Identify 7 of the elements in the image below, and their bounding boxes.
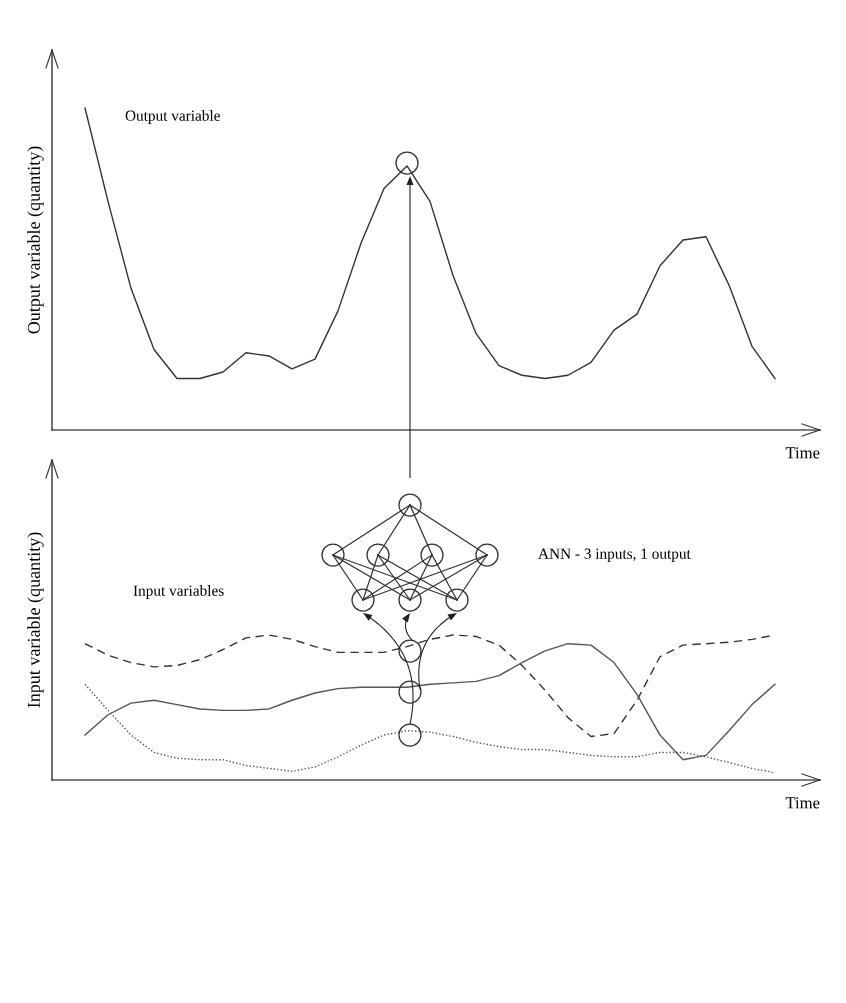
text: ANN - 3 inputs, 1 output [538, 548, 691, 562]
y-axis-title: Output variable (quantity) [27, 146, 44, 334]
text: Input variables [133, 585, 224, 599]
annotation: Output variable [125, 110, 220, 124]
x-axis-title: Time [785, 447, 820, 459]
x-axis-title: Time [785, 797, 820, 809]
y-axis-title: Input variable (quantity) [27, 532, 44, 708]
